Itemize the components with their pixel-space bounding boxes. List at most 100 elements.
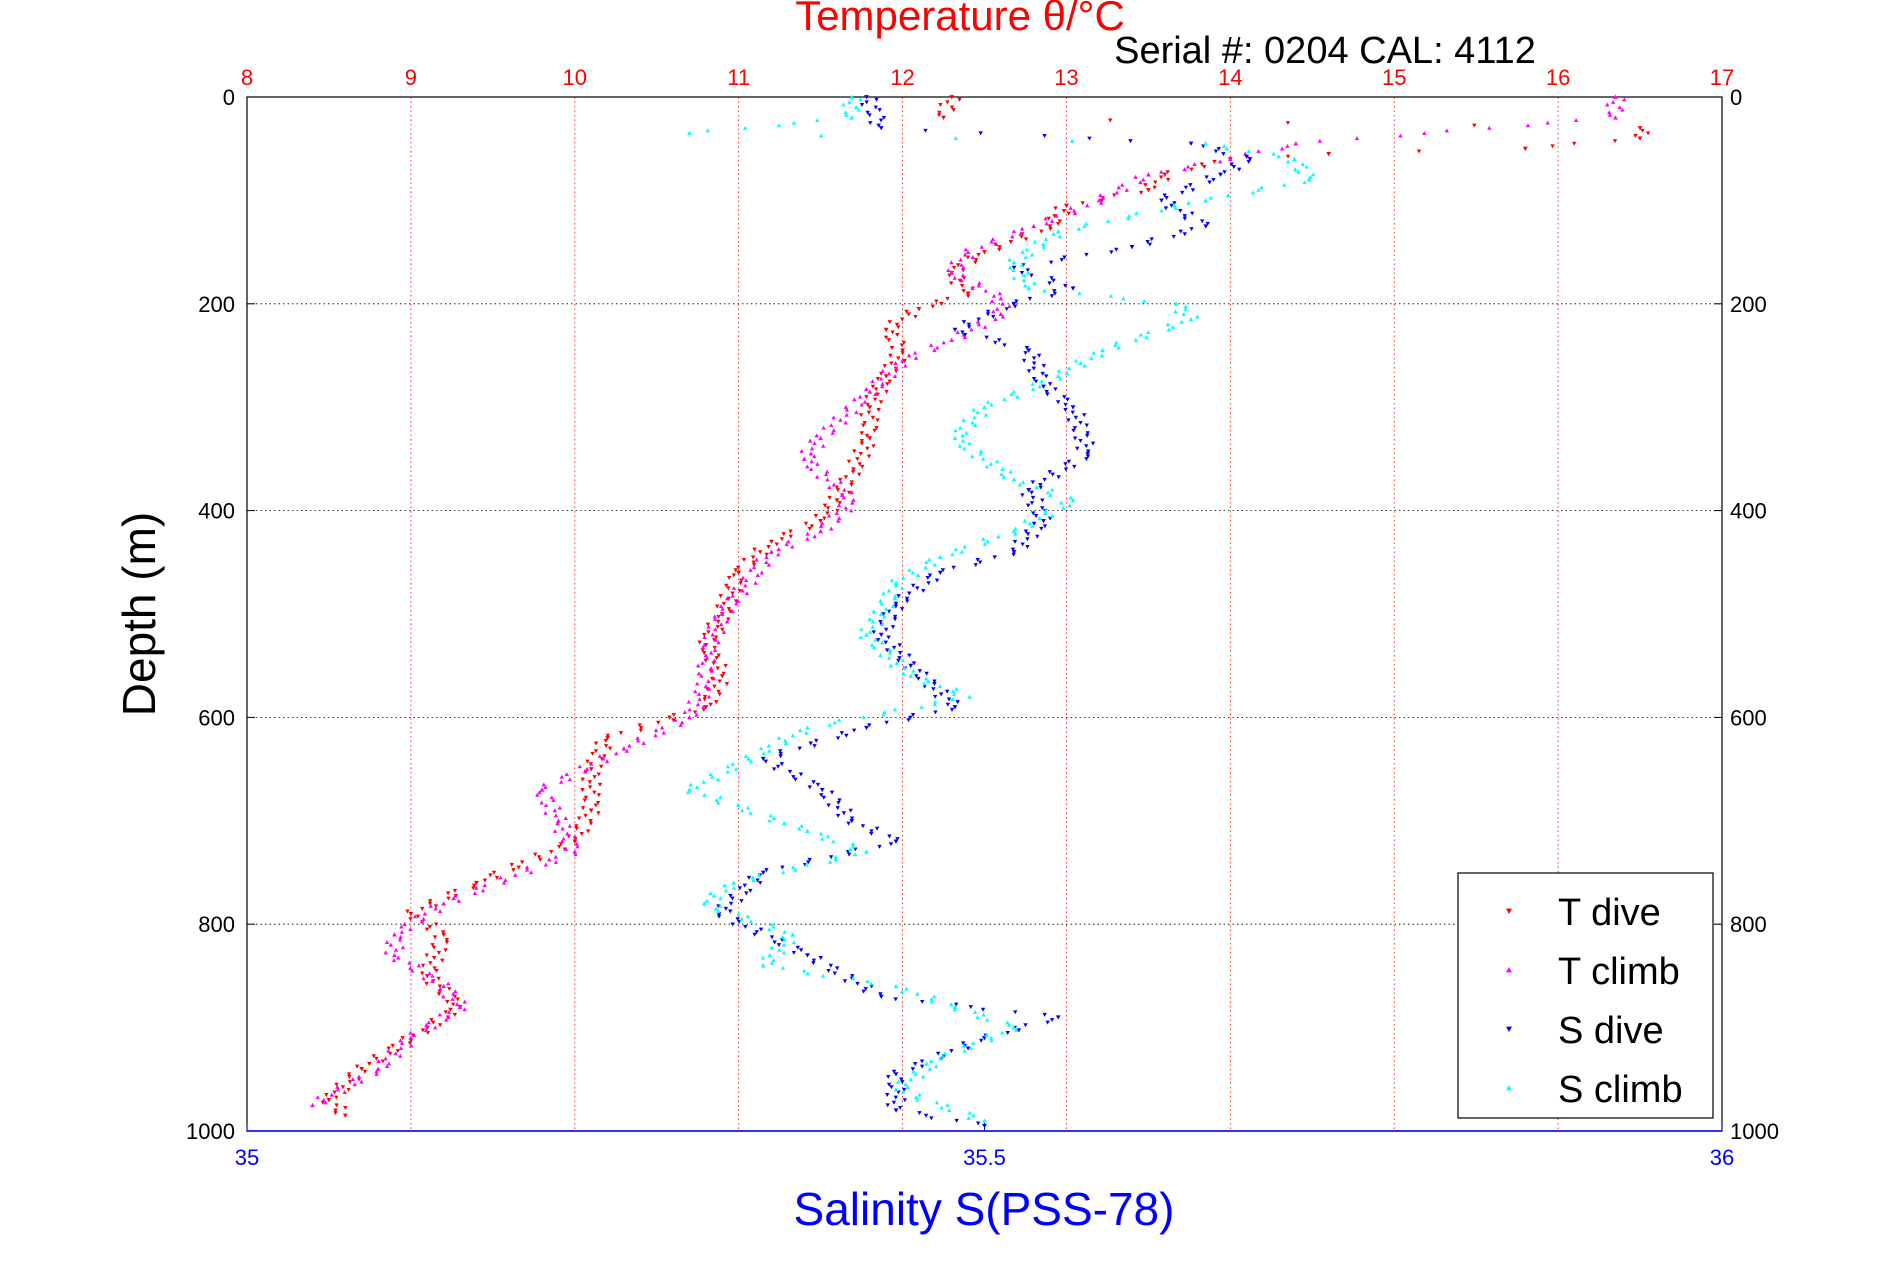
temperature-tick-label: 15 xyxy=(1382,65,1406,90)
data-point xyxy=(1032,280,1037,285)
data-point xyxy=(976,252,981,257)
data-point xyxy=(825,511,830,516)
data-point xyxy=(736,803,741,808)
data-point xyxy=(934,1100,940,1105)
data-point xyxy=(408,1035,414,1040)
data-point xyxy=(851,844,856,849)
depth-tick-label: 1000 xyxy=(186,1119,235,1144)
data-point xyxy=(1182,232,1187,237)
data-point xyxy=(1550,144,1555,149)
data-point xyxy=(775,764,781,769)
data-point xyxy=(988,1035,994,1040)
data-point xyxy=(551,797,556,802)
data-point xyxy=(553,859,559,864)
data-point xyxy=(1179,319,1185,324)
data-point xyxy=(949,1002,954,1007)
data-point xyxy=(848,808,853,813)
data-point xyxy=(945,1102,950,1107)
data-point xyxy=(983,412,989,417)
data-point xyxy=(1207,180,1212,185)
data-point xyxy=(1007,265,1013,270)
data-point xyxy=(1055,373,1061,379)
data-point xyxy=(528,870,534,875)
data-point xyxy=(383,950,388,955)
data-point xyxy=(993,340,998,345)
data-point xyxy=(356,1074,362,1079)
data-point xyxy=(1049,513,1055,518)
data-point xyxy=(1011,528,1017,534)
data-point xyxy=(864,632,869,637)
data-point xyxy=(582,798,587,803)
data-point xyxy=(572,839,578,844)
data-point xyxy=(1043,236,1049,241)
data-point xyxy=(893,369,899,374)
data-point xyxy=(446,1015,451,1020)
data-point xyxy=(989,402,994,407)
data-point xyxy=(941,115,946,121)
temperature-tick-label: 10 xyxy=(563,65,587,90)
data-point xyxy=(893,839,899,844)
data-point xyxy=(1204,175,1209,180)
data-point xyxy=(875,418,880,423)
data-point xyxy=(715,625,720,630)
data-point xyxy=(899,607,905,612)
data-point xyxy=(1082,224,1087,229)
data-point xyxy=(867,723,872,728)
data-point xyxy=(1145,172,1151,177)
data-point xyxy=(1005,1020,1010,1025)
data-point xyxy=(975,1121,981,1126)
data-point xyxy=(731,880,737,885)
data-point xyxy=(624,748,630,753)
data-point xyxy=(1037,384,1042,389)
data-point xyxy=(1195,314,1200,319)
data-point xyxy=(829,526,834,531)
data-point xyxy=(865,110,870,115)
data-point xyxy=(706,630,711,635)
data-point xyxy=(433,906,438,911)
data-point xyxy=(962,333,968,338)
data-point xyxy=(737,588,742,593)
data-point xyxy=(1285,143,1290,148)
data-point xyxy=(864,849,869,854)
data-point xyxy=(777,947,782,952)
data-point xyxy=(925,679,931,683)
data-point xyxy=(440,958,445,963)
data-point xyxy=(552,828,558,833)
data-point xyxy=(1041,244,1046,249)
data-point xyxy=(427,899,433,904)
data-point xyxy=(818,831,824,836)
data-point xyxy=(696,691,702,696)
data-point xyxy=(718,795,723,800)
data-point xyxy=(1052,214,1057,219)
data-point xyxy=(1023,351,1028,356)
data-point xyxy=(869,831,874,836)
data-point xyxy=(480,888,486,893)
data-point xyxy=(427,925,433,929)
data-point xyxy=(498,875,503,880)
data-point xyxy=(807,857,812,862)
data-point xyxy=(832,720,838,725)
data-point xyxy=(865,402,870,407)
data-point xyxy=(991,293,997,298)
data-point xyxy=(350,1077,356,1082)
data-point xyxy=(797,746,802,751)
data-point xyxy=(1043,216,1048,221)
data-point xyxy=(774,542,779,547)
data-point xyxy=(451,1002,456,1007)
data-point xyxy=(746,756,751,761)
data-point xyxy=(981,1012,986,1017)
data-point xyxy=(334,1095,339,1100)
data-point xyxy=(1001,474,1007,479)
data-point xyxy=(614,751,619,756)
data-point xyxy=(1006,1022,1012,1027)
data-point xyxy=(726,586,731,591)
data-point xyxy=(715,604,720,609)
data-point xyxy=(890,330,895,335)
data-point xyxy=(811,961,816,966)
data-point xyxy=(356,1077,362,1082)
data-point xyxy=(780,865,785,870)
data-point xyxy=(952,705,958,710)
data-point xyxy=(635,735,640,740)
data-point xyxy=(445,891,451,896)
data-point xyxy=(471,883,477,888)
